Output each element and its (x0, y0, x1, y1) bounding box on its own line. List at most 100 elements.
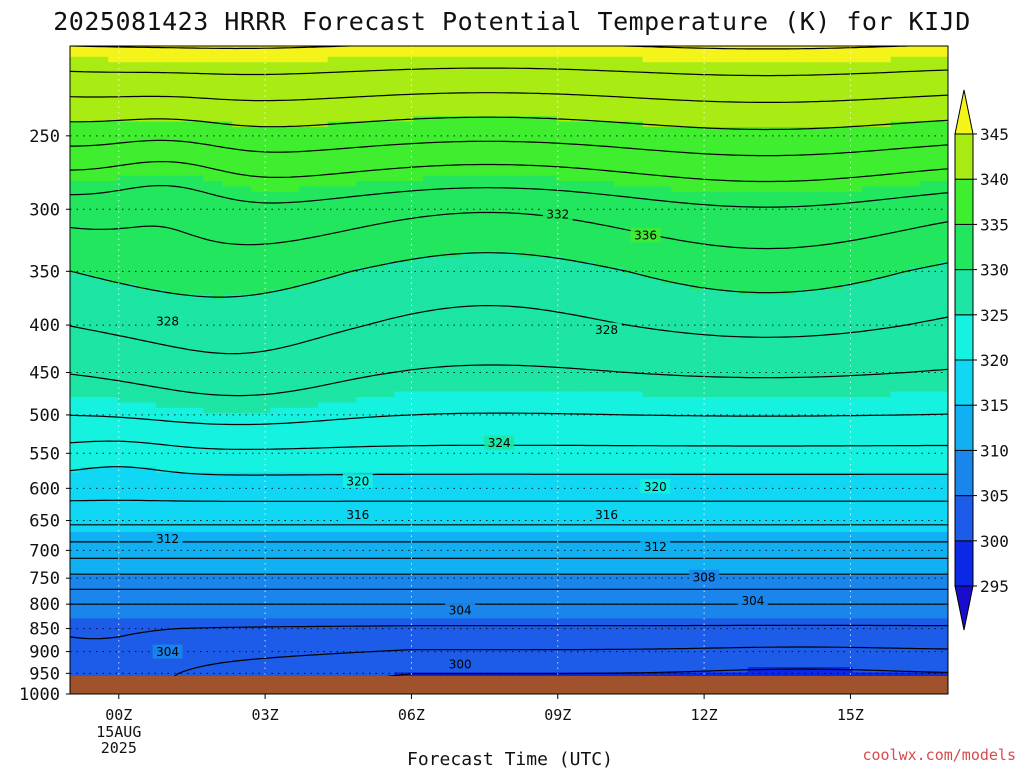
field-cell (881, 46, 892, 52)
field-cell (919, 148, 930, 155)
field-cell (613, 94, 625, 101)
field-cell (384, 202, 396, 209)
field-cell (232, 73, 243, 79)
field-cell (852, 116, 863, 123)
field-cell (489, 159, 501, 166)
field-cell (900, 105, 911, 112)
field-cell (881, 326, 892, 333)
field-cell (432, 267, 443, 274)
field-cell (528, 132, 539, 139)
field-cell (404, 316, 415, 322)
field-cell (146, 170, 157, 177)
field-cell (308, 283, 319, 290)
field-cell (79, 256, 90, 263)
field-cell (766, 148, 777, 155)
field-cell (728, 224, 739, 231)
field-cell (623, 272, 634, 279)
field-cell (613, 251, 625, 258)
field-cell (766, 197, 777, 204)
field-cell (604, 240, 615, 247)
field-cell (738, 51, 749, 58)
field-cell (423, 110, 434, 117)
field-cell (843, 213, 854, 220)
field-cell (70, 229, 81, 236)
field-cell (804, 83, 815, 90)
field-cell (690, 105, 701, 112)
field-cell (804, 100, 815, 106)
field-cell (451, 256, 462, 263)
field-cell (776, 332, 787, 339)
field-cell (203, 316, 214, 322)
field-cell (451, 143, 462, 150)
field-cell (423, 316, 434, 322)
field-cell (222, 262, 233, 268)
field-cell (89, 62, 100, 69)
field-cell (260, 208, 272, 214)
field-cell (108, 316, 119, 322)
field-cell (413, 56, 424, 63)
field-cell (89, 208, 100, 214)
field-cell (623, 148, 634, 155)
field-cell (146, 316, 157, 322)
field-cell (375, 310, 386, 317)
field-cell (881, 73, 892, 79)
field-cell (833, 267, 844, 274)
field-cell (117, 321, 128, 328)
field-cell (423, 262, 434, 268)
field-cell (642, 272, 653, 279)
field-cell (70, 105, 81, 112)
field-cell (222, 67, 233, 74)
field-cell (642, 310, 653, 317)
field-cell (547, 294, 558, 301)
field-cell (165, 256, 176, 263)
field-cell (146, 245, 157, 252)
field-cell (766, 186, 777, 193)
field-cell (375, 56, 386, 63)
field-cell (404, 245, 415, 252)
field-cell (785, 262, 796, 268)
field-cell (384, 100, 396, 106)
field-cell (528, 116, 539, 123)
field-cell (165, 181, 176, 187)
field-cell (881, 132, 892, 139)
field-cell (79, 326, 90, 333)
field-cell (518, 56, 529, 63)
field-cell (346, 116, 357, 123)
field-cell (222, 164, 233, 171)
field-cell (594, 159, 606, 166)
field-cell (98, 218, 109, 225)
field-cell (270, 143, 281, 150)
field-cell (232, 154, 243, 160)
field-cell (136, 224, 147, 231)
field-cell (604, 256, 615, 263)
field-cell (499, 78, 510, 85)
field-cell (690, 305, 701, 312)
field-cell (528, 289, 539, 295)
field-cell (165, 170, 176, 177)
field-cell (489, 94, 501, 101)
field-cell (499, 208, 510, 214)
field-cell (814, 137, 825, 144)
field-cell (299, 121, 310, 128)
field-cell (757, 83, 768, 90)
field-cell (375, 159, 386, 166)
field-cell (785, 213, 796, 220)
field-cell (881, 170, 892, 177)
field-cell (461, 326, 472, 333)
field-cell (79, 137, 90, 144)
field-cell (232, 110, 243, 117)
field-cell (738, 62, 749, 69)
field-cell (289, 278, 300, 285)
field-cell (499, 159, 510, 166)
field-cell (480, 51, 491, 58)
field-cell (89, 224, 100, 231)
field-cell (537, 148, 548, 155)
field-cell (222, 326, 233, 333)
field-cell (89, 251, 100, 258)
field-cell (938, 240, 948, 247)
field-cell (537, 332, 548, 339)
field-cell (432, 132, 443, 139)
field-cell (509, 89, 520, 96)
field-cell (127, 164, 138, 171)
field-cell (747, 56, 758, 63)
